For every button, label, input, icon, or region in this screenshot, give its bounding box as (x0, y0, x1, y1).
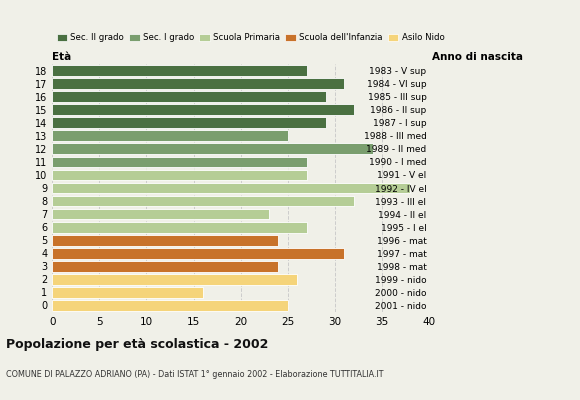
Bar (52, 117, 325, 128)
Bar (52, 65, 307, 76)
Bar (52, 261, 278, 272)
Bar (52, 78, 345, 89)
Bar (52, 170, 307, 180)
Text: Anno di nascita: Anno di nascita (432, 52, 523, 62)
Text: Età: Età (52, 52, 71, 62)
Bar (52, 183, 411, 193)
Text: COMUNE DI PALAZZO ADRIANO (PA) - Dati ISTAT 1° gennaio 2002 - Elaborazione TUTTI: COMUNE DI PALAZZO ADRIANO (PA) - Dati IS… (6, 370, 383, 379)
Bar (52, 274, 297, 285)
Bar (52, 287, 203, 298)
Bar (52, 300, 288, 311)
Text: Popolazione per età scolastica - 2002: Popolazione per età scolastica - 2002 (6, 338, 268, 351)
Bar (52, 91, 325, 102)
Bar (52, 248, 345, 259)
Bar (52, 130, 288, 141)
Bar (52, 196, 354, 206)
Legend: Sec. II grado, Sec. I grado, Scuola Primaria, Scuola dell'Infanzia, Asilo Nido: Sec. II grado, Sec. I grado, Scuola Prim… (56, 33, 444, 42)
Bar (52, 209, 269, 220)
Bar (52, 235, 278, 246)
Bar (52, 144, 373, 154)
Bar (52, 222, 307, 232)
Bar (52, 104, 354, 115)
Bar (52, 156, 307, 167)
